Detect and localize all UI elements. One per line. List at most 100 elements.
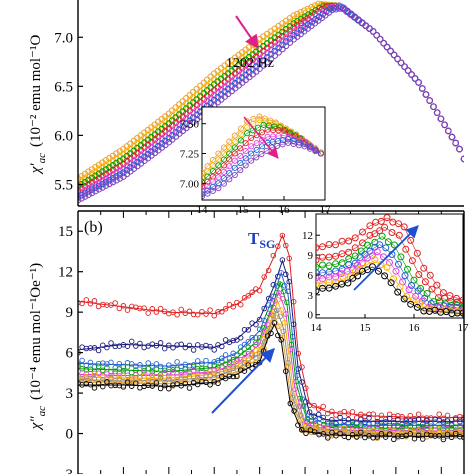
data-point — [104, 379, 110, 385]
data-point — [95, 363, 102, 370]
data-point — [377, 261, 385, 269]
data-point — [394, 55, 401, 63]
data-point — [234, 360, 240, 366]
tsg-label-main: T — [248, 229, 260, 248]
data-point — [253, 154, 260, 161]
data-point — [440, 421, 447, 428]
data-point — [241, 341, 248, 348]
data-point — [157, 385, 164, 392]
data-point — [459, 309, 463, 317]
data-point — [174, 312, 180, 318]
panel-b-y-ticks: -3 0 3 6 9 12 15 — [58, 224, 83, 474]
data-point — [256, 65, 263, 72]
data-point — [312, 417, 319, 424]
data-point — [287, 400, 294, 407]
data-point — [275, 332, 281, 339]
data-point — [370, 427, 376, 434]
series-line — [78, 299, 464, 433]
data-point — [244, 118, 251, 125]
data-point — [182, 377, 189, 383]
data-point — [207, 343, 213, 350]
data-point — [408, 71, 415, 78]
panel-b-label: (b) — [84, 219, 103, 236]
inset-y-tick-label: 3 — [308, 290, 314, 302]
data-point — [112, 382, 118, 389]
data-point — [141, 305, 147, 311]
data-point — [234, 373, 240, 380]
data-point — [358, 429, 364, 436]
data-point — [279, 257, 286, 263]
data-point — [424, 423, 430, 429]
data-point — [444, 412, 451, 419]
data-point — [128, 338, 135, 345]
data-point — [92, 184, 99, 191]
data-point — [104, 344, 110, 351]
data-point — [297, 9, 305, 16]
data-point — [332, 282, 340, 290]
inset-x-tick-label: 16 — [409, 322, 421, 334]
data-point — [241, 326, 248, 333]
data-point — [366, 231, 374, 239]
data-point — [231, 150, 238, 157]
data-point — [333, 432, 339, 439]
data-point — [301, 143, 308, 150]
data-point — [286, 35, 294, 42]
panel-b-arrow — [211, 347, 275, 414]
data-point — [386, 431, 393, 437]
data-point — [341, 408, 348, 415]
panel-a-plot-area — [78, 0, 464, 204]
data-point — [245, 327, 252, 333]
data-point — [445, 127, 452, 135]
data-point — [444, 431, 451, 438]
panel-a-y-label-units: (10⁻² emu mol⁻¹O — [28, 35, 44, 147]
data-point — [260, 57, 267, 64]
data-point — [120, 303, 127, 309]
data-point — [186, 342, 193, 349]
data-point — [403, 418, 409, 424]
data-point — [395, 220, 402, 228]
data-point — [286, 39, 294, 46]
data-point — [433, 109, 441, 116]
data-point — [112, 370, 118, 377]
data-point — [338, 250, 346, 258]
data-point — [283, 242, 289, 249]
data-point — [412, 292, 420, 300]
data-point — [263, 58, 271, 66]
data-point — [316, 244, 320, 252]
data-point — [95, 185, 103, 193]
data-point — [249, 334, 255, 341]
data-point — [128, 361, 135, 367]
y-tick-label: 9 — [66, 305, 74, 321]
data-point — [364, 266, 371, 274]
data-point — [88, 170, 96, 177]
data-point — [237, 159, 244, 167]
data-point — [303, 430, 309, 437]
data-point — [267, 55, 275, 63]
data-point — [378, 232, 386, 240]
data-point — [416, 300, 424, 308]
panel-a-y-label-symbol: χ′ — [28, 163, 44, 176]
data-point — [226, 163, 233, 170]
data-point — [291, 408, 297, 414]
data-point — [88, 174, 96, 182]
data-point — [278, 337, 284, 343]
data-point — [459, 296, 463, 304]
data-point — [186, 370, 193, 377]
data-point — [411, 420, 418, 426]
data-point — [294, 398, 301, 404]
data-point — [113, 169, 120, 176]
data-point — [290, 137, 297, 144]
data-point — [245, 360, 252, 367]
data-point — [99, 177, 106, 184]
data-point — [319, 275, 326, 283]
panel-a-y-label: χ′ac (10⁻² emu mol⁻¹O — [28, 35, 48, 176]
inset-x-tick-label: 14 — [311, 322, 323, 334]
data-point — [242, 155, 249, 162]
data-point — [319, 280, 326, 288]
data-point — [248, 157, 255, 164]
data-point — [261, 305, 267, 312]
data-point — [108, 359, 114, 366]
data-point — [279, 232, 286, 239]
data-point — [319, 243, 326, 251]
data-point — [219, 309, 225, 315]
